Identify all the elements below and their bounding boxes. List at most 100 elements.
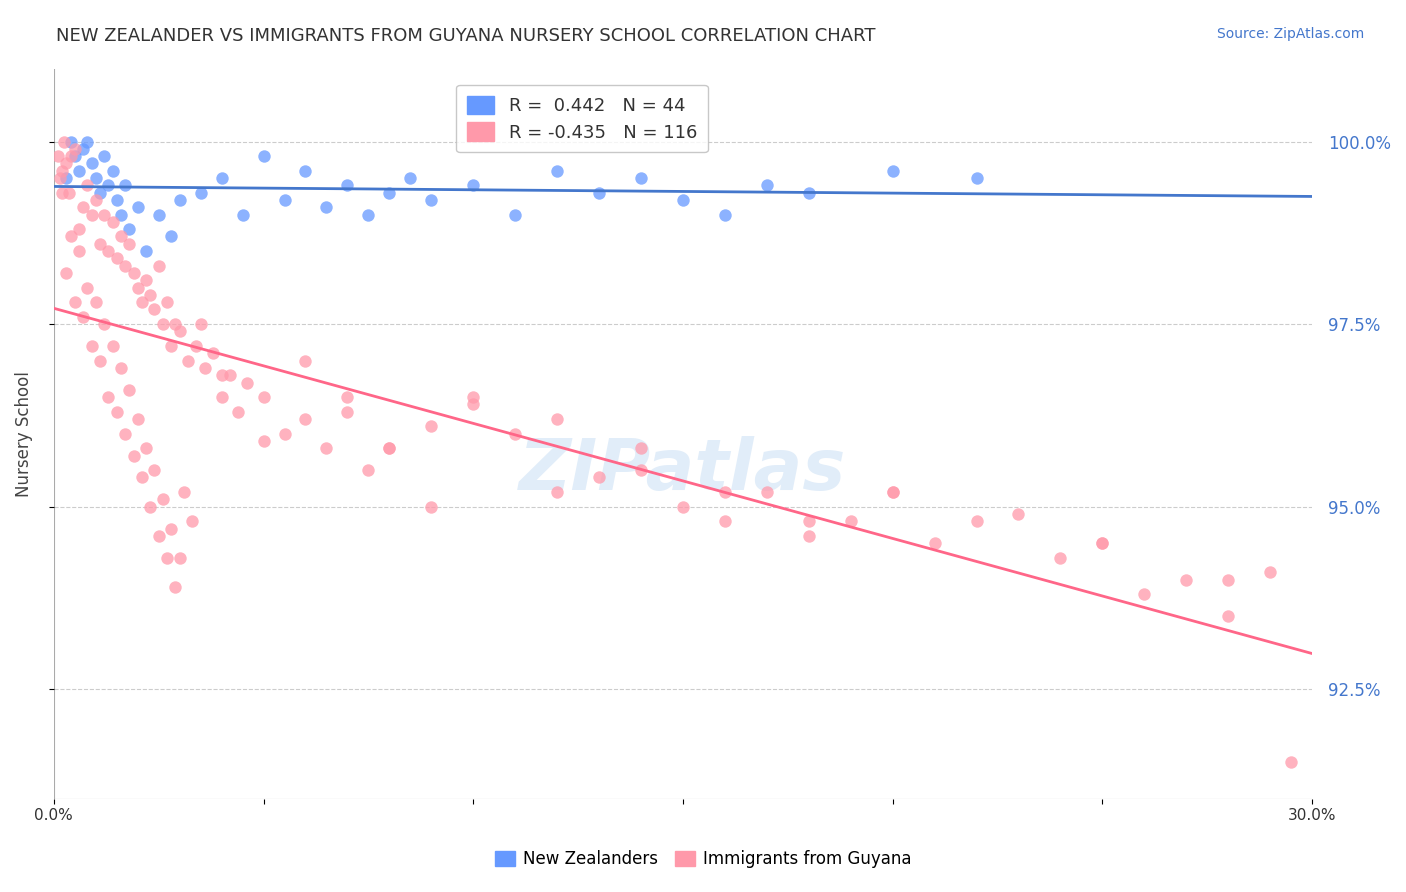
Point — [93, 317, 115, 331]
Point — [63, 142, 86, 156]
Point — [294, 353, 316, 368]
Point — [148, 259, 170, 273]
Point — [252, 149, 274, 163]
Point — [152, 492, 174, 507]
Point — [118, 236, 141, 251]
Point — [357, 463, 380, 477]
Text: Source: ZipAtlas.com: Source: ZipAtlas.com — [1216, 27, 1364, 41]
Point — [378, 442, 401, 456]
Point — [252, 390, 274, 404]
Point — [966, 171, 988, 186]
Point — [105, 193, 128, 207]
Point — [1091, 536, 1114, 550]
Point — [315, 442, 337, 456]
Point — [211, 390, 233, 404]
Point — [114, 426, 136, 441]
Point — [97, 390, 120, 404]
Point — [156, 550, 179, 565]
Point — [672, 193, 695, 207]
Point — [169, 325, 191, 339]
Point — [1133, 587, 1156, 601]
Point — [76, 178, 98, 193]
Point — [755, 485, 778, 500]
Point — [1258, 566, 1281, 580]
Point — [67, 244, 90, 258]
Point — [294, 412, 316, 426]
Point — [135, 442, 157, 456]
Point — [46, 149, 69, 163]
Point — [797, 186, 820, 200]
Point — [714, 514, 737, 528]
Point — [236, 376, 259, 390]
Point — [148, 529, 170, 543]
Point — [58, 186, 80, 200]
Point — [420, 419, 443, 434]
Point — [588, 470, 610, 484]
Point — [190, 317, 212, 331]
Point — [49, 171, 72, 186]
Point — [148, 208, 170, 222]
Point — [1218, 609, 1240, 624]
Legend: New Zealanders, Immigrants from Guyana: New Zealanders, Immigrants from Guyana — [488, 844, 918, 875]
Point — [127, 200, 149, 214]
Point — [755, 178, 778, 193]
Point — [59, 135, 82, 149]
Point — [315, 200, 337, 214]
Point — [101, 339, 124, 353]
Point — [336, 178, 359, 193]
Point — [399, 171, 422, 186]
Point — [97, 244, 120, 258]
Point — [55, 156, 77, 170]
Point — [110, 208, 132, 222]
Point — [546, 412, 568, 426]
Point — [177, 353, 200, 368]
Point — [797, 514, 820, 528]
Point — [105, 405, 128, 419]
Point — [93, 149, 115, 163]
Point — [80, 208, 103, 222]
Point — [1218, 573, 1240, 587]
Point — [463, 178, 485, 193]
Point — [190, 186, 212, 200]
Point — [114, 178, 136, 193]
Point — [80, 339, 103, 353]
Point — [336, 390, 359, 404]
Point — [72, 200, 94, 214]
Point — [194, 360, 217, 375]
Point — [160, 339, 183, 353]
Point — [503, 426, 526, 441]
Point — [63, 149, 86, 163]
Point — [143, 302, 166, 317]
Point — [630, 442, 652, 456]
Point — [169, 193, 191, 207]
Point — [110, 360, 132, 375]
Point — [131, 470, 153, 484]
Point — [101, 163, 124, 178]
Point — [59, 229, 82, 244]
Point — [228, 405, 250, 419]
Point — [714, 485, 737, 500]
Point — [294, 163, 316, 178]
Point — [143, 463, 166, 477]
Point — [336, 405, 359, 419]
Point — [114, 259, 136, 273]
Point — [378, 442, 401, 456]
Point — [53, 135, 76, 149]
Point — [169, 550, 191, 565]
Point — [273, 426, 295, 441]
Point — [63, 295, 86, 310]
Point — [101, 215, 124, 229]
Point — [463, 397, 485, 411]
Point — [186, 339, 208, 353]
Point — [51, 186, 73, 200]
Point — [546, 485, 568, 500]
Point — [135, 273, 157, 287]
Point — [76, 280, 98, 294]
Point — [797, 529, 820, 543]
Point — [882, 163, 904, 178]
Point — [273, 193, 295, 207]
Point — [89, 353, 111, 368]
Point — [127, 280, 149, 294]
Point — [181, 514, 204, 528]
Y-axis label: Nursery School: Nursery School — [15, 371, 32, 497]
